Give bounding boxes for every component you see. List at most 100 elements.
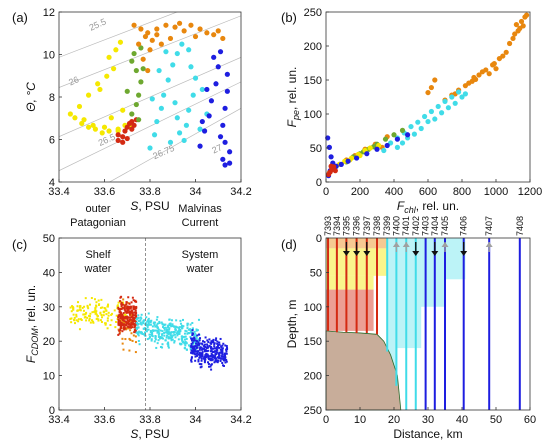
data-point xyxy=(158,337,161,340)
arrow-head-down xyxy=(412,251,420,256)
data-point xyxy=(512,31,518,37)
data-point xyxy=(518,18,525,25)
data-point xyxy=(205,346,208,349)
data-point xyxy=(81,306,84,309)
data-point xyxy=(120,295,123,298)
data-point xyxy=(217,341,220,344)
data-point xyxy=(93,310,96,313)
data-point xyxy=(85,311,88,314)
data-point xyxy=(139,316,142,319)
data-point xyxy=(119,314,122,317)
station-7402: 7402 xyxy=(411,216,421,410)
data-point xyxy=(76,305,79,308)
data-point xyxy=(462,91,468,97)
data-point xyxy=(143,333,146,336)
data-point xyxy=(127,305,130,308)
data-point xyxy=(197,358,200,361)
data-point xyxy=(210,359,213,362)
data-point xyxy=(122,316,125,319)
data-point xyxy=(107,314,110,317)
data-point xyxy=(133,326,136,329)
data-point xyxy=(95,81,101,87)
station-label: 7398 xyxy=(372,216,382,236)
data-point xyxy=(154,32,160,38)
data-point xyxy=(184,340,187,343)
data-point xyxy=(190,351,193,354)
data-point xyxy=(133,101,139,108)
data-point xyxy=(216,342,219,345)
data-point xyxy=(157,339,160,342)
data-point xyxy=(200,346,203,349)
data-point xyxy=(213,81,219,87)
data-point xyxy=(134,299,137,302)
data-point xyxy=(186,332,189,335)
data-point xyxy=(82,313,85,316)
data-point xyxy=(132,322,135,325)
data-point xyxy=(158,332,161,335)
station-label: 7407 xyxy=(484,216,494,236)
data-point xyxy=(95,301,98,304)
data-point xyxy=(200,355,203,358)
data-point xyxy=(121,337,124,340)
data-point xyxy=(167,346,170,349)
data-point xyxy=(203,341,206,344)
panel-c: 33.4 33.6 33.8 34 34.2 0 10 20 30 40 50 (c) outer Pat… xyxy=(12,203,252,441)
data-point xyxy=(201,348,204,351)
data-point xyxy=(161,343,164,346)
isopycnal-line xyxy=(59,12,179,58)
data-point xyxy=(131,122,137,128)
data-point xyxy=(147,317,150,320)
data-point xyxy=(204,336,207,339)
data-point xyxy=(182,318,185,321)
data-point xyxy=(155,318,158,321)
data-point xyxy=(181,28,187,34)
y-tick-label: 50 xyxy=(310,143,322,155)
data-point xyxy=(128,302,131,305)
panel-label: (b) xyxy=(281,10,297,25)
data-point xyxy=(76,103,83,110)
station-7408: 7408 xyxy=(515,216,525,410)
data-point xyxy=(215,357,218,360)
data-point xyxy=(503,49,509,55)
data-point xyxy=(137,334,140,337)
data-point xyxy=(117,307,120,310)
data-point xyxy=(188,64,194,70)
data-point xyxy=(172,331,175,334)
data-point xyxy=(220,345,223,348)
x-tick-label: 34.2 xyxy=(230,186,251,198)
data-point xyxy=(206,345,209,348)
panel-label: (a) xyxy=(12,10,28,25)
data-point xyxy=(151,329,154,332)
data-point xyxy=(192,342,195,345)
left-annotation-1: outer xyxy=(85,203,110,215)
data-point xyxy=(121,316,124,319)
data-point xyxy=(119,324,122,327)
y-tick-label: 200 xyxy=(304,41,322,53)
data-point xyxy=(140,332,143,335)
isopycnal-label: 25.5 xyxy=(88,16,108,32)
data-point xyxy=(138,343,141,346)
data-point xyxy=(131,319,134,322)
data-point xyxy=(129,126,135,132)
data-point xyxy=(197,353,200,356)
data-point xyxy=(328,154,334,160)
data-point xyxy=(215,347,218,350)
data-point xyxy=(222,105,228,111)
data-point xyxy=(106,128,112,134)
data-point xyxy=(192,33,199,40)
data-point xyxy=(170,325,173,328)
data-point xyxy=(70,321,73,324)
data-point xyxy=(449,94,455,100)
data-point xyxy=(167,341,170,344)
data-point xyxy=(124,124,130,130)
data-point xyxy=(168,337,171,340)
data-point xyxy=(131,339,134,342)
data-point xyxy=(224,358,227,361)
data-point xyxy=(103,310,106,313)
data-point xyxy=(213,345,216,348)
data-point xyxy=(154,338,157,341)
y-tick-label: 250 xyxy=(304,7,322,19)
data-point xyxy=(127,322,130,325)
data-point xyxy=(200,359,203,362)
y-axis-label: Depth, m xyxy=(285,300,299,349)
